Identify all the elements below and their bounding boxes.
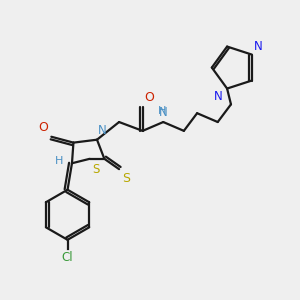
Text: S: S xyxy=(123,172,130,185)
Text: N: N xyxy=(98,124,107,137)
Text: N: N xyxy=(214,90,223,103)
Text: S: S xyxy=(93,163,100,176)
Text: N: N xyxy=(254,40,263,53)
Text: Cl: Cl xyxy=(62,251,74,264)
Text: N: N xyxy=(159,106,168,119)
Text: O: O xyxy=(38,121,48,134)
Text: O: O xyxy=(144,91,154,104)
Text: H: H xyxy=(158,106,166,116)
Text: H: H xyxy=(56,156,64,166)
